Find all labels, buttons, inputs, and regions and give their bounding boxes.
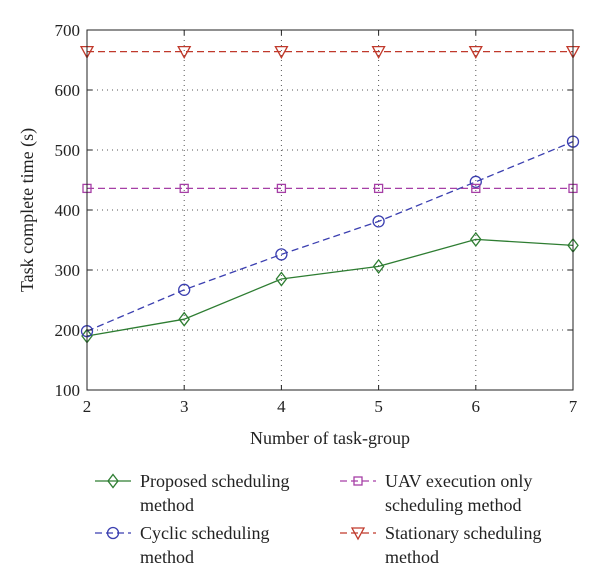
axis-ticks: 2 3 4 5 6 7 100 200 300 400 500 600 700 [55,21,578,416]
legend-label: scheduling method [385,495,521,515]
data-point [373,183,384,194]
grid-lines [87,30,573,390]
data-point [469,231,482,247]
legend-label: method [140,547,194,567]
y-tick-label: 200 [55,321,81,340]
data-point [371,45,386,59]
legend-marker [350,527,366,541]
data-point [178,311,191,327]
y-tick-label: 400 [55,201,81,220]
legend-item: Cyclic scheduling method [95,523,269,567]
series-line [86,238,574,337]
legend-marker [106,526,120,540]
x-tick-label: 3 [180,397,189,416]
legend: Proposed scheduling method UAV execution o… [95,471,541,567]
x-tick-label: 7 [569,397,578,416]
series-3 [82,183,578,194]
y-tick-label: 100 [55,381,81,400]
legend-label: Stationary scheduling [385,523,541,543]
x-axis-label: Number of task-group [250,428,410,448]
data-point [275,248,288,261]
legend-label: UAV execution only [385,471,532,491]
data-point [177,45,192,59]
data-point [179,183,189,194]
data-point [468,45,483,59]
data-point [372,258,385,274]
plot-series [79,45,581,344]
legend-marker [353,476,363,486]
data-point [469,175,482,188]
data-point [178,283,191,296]
series-2 [80,135,580,338]
y-tick-label: 700 [55,21,81,40]
data-point [372,215,385,228]
y-axis-label: Task complete time (s) [17,128,38,292]
data-point [274,45,289,59]
legend-label: Cyclic scheduling [140,523,269,543]
series-1 [81,231,579,344]
legend-item: Proposed scheduling method [95,471,289,515]
x-tick-label: 2 [83,397,92,416]
y-tick-label: 500 [55,141,81,160]
series-4 [79,45,581,59]
legend-marker [107,473,119,489]
legend-label: method [140,495,194,515]
data-point [275,271,288,287]
y-tick-label: 600 [55,81,81,100]
legend-item: UAV execution only scheduling method [340,471,532,515]
series-line [86,140,574,332]
x-tick-label: 4 [277,397,286,416]
legend-label: Proposed scheduling [140,471,289,491]
data-point [471,183,481,194]
plot-frame [86,29,574,391]
x-tick-label: 6 [472,397,481,416]
legend-item: Stationary scheduling method [340,523,541,567]
x-tick-label: 5 [374,397,383,416]
data-point [276,183,287,194]
legend-label: method [385,547,439,567]
y-tick-label: 300 [55,261,81,280]
